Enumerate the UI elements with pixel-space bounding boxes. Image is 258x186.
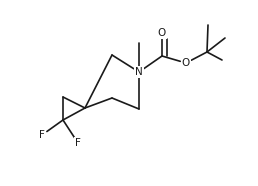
Text: N: N	[135, 67, 143, 77]
Text: F: F	[39, 130, 45, 140]
Text: F: F	[75, 138, 81, 148]
Text: O: O	[158, 28, 166, 38]
Text: O: O	[182, 58, 190, 68]
